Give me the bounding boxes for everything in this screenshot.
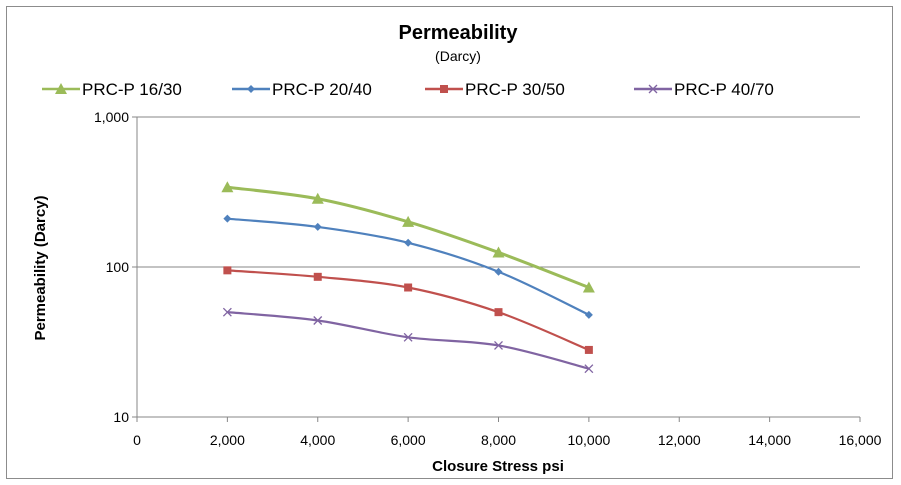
series-1 — [223, 214, 593, 319]
legend-marker-2 — [440, 85, 448, 93]
legend-label-3: PRC-P 40/70 — [674, 80, 774, 99]
series-2 — [223, 266, 593, 354]
y-tick-label-2: 1,000 — [94, 109, 129, 125]
legend-item-3: PRC-P 40/70 — [634, 80, 774, 99]
chart-title: Permeability — [399, 22, 519, 44]
series-0-point-0 — [221, 181, 234, 193]
x-tick-label-7: 14,000 — [748, 432, 791, 448]
series-2-point-0 — [223, 266, 232, 275]
series-1-point-0 — [223, 214, 232, 223]
series-3-point-2-b — [403, 332, 413, 342]
series-2-point-4 — [584, 345, 593, 354]
series-3-point-4 — [584, 364, 594, 374]
series-3-point-0 — [222, 307, 232, 317]
legend-item-0: PRC-P 16/30 — [42, 80, 182, 99]
legend-marker-3-b — [648, 84, 658, 94]
y-tick-label-0: 10 — [113, 409, 129, 425]
legend: PRC-P 16/30 PRC-P 20/40 PRC-P 30/50 PRC-P 4… — [42, 80, 774, 99]
legend-label-1: PRC-P 20/40 — [272, 80, 372, 99]
series-2-point-1 — [313, 272, 322, 281]
chart-frame — [6, 6, 893, 479]
x-tick-label-4: 8,000 — [481, 432, 516, 448]
series-3-point-2 — [403, 332, 413, 342]
series-3 — [222, 307, 594, 374]
series-1-point-4 — [584, 310, 593, 319]
legend-label-2: PRC-P 30/50 — [465, 80, 565, 99]
gridlines — [137, 116, 860, 418]
legend-marker-1 — [247, 85, 255, 93]
series-2-point-2 — [404, 283, 413, 292]
series-3-point-1-b — [313, 316, 323, 325]
legend-label-0: PRC-P 16/30 — [82, 80, 182, 99]
x-tick-label-8: 16,000 — [839, 432, 882, 448]
legend-item-1: PRC-P 20/40 — [232, 80, 372, 99]
legend-item-2: PRC-P 30/50 — [425, 80, 565, 99]
series-3-point-3 — [494, 340, 503, 350]
chart-subtitle: (Darcy) — [435, 48, 481, 64]
series-line-0 — [227, 185, 590, 289]
x-tick-label-2: 4,000 — [300, 432, 335, 448]
series-3-point-4-b — [584, 364, 594, 374]
x-tick-label-3: 6,000 — [391, 432, 426, 448]
x-tick-label-0: 0 — [133, 432, 141, 448]
x-tick-label-6: 12,000 — [658, 432, 701, 448]
series-3-point-0-b — [222, 307, 232, 317]
series-1-point-1 — [313, 222, 322, 231]
series-0-point-4 — [582, 281, 595, 293]
x-tick-label-1: 2,000 — [210, 432, 245, 448]
series-0 — [221, 181, 595, 293]
legend-marker-0 — [55, 83, 67, 94]
series-3-point-1 — [313, 316, 323, 325]
x-tick-label-5: 10,000 — [567, 432, 610, 448]
series-line-3 — [227, 311, 590, 370]
series-3-point-3-b — [494, 340, 503, 350]
x-axis-label: Closure Stress psi — [432, 458, 564, 475]
axes — [132, 116, 861, 422]
series-0-point-3 — [492, 246, 505, 258]
series-0-point-2 — [402, 215, 415, 227]
series-2-point-3 — [494, 308, 503, 317]
series-1-point-2 — [404, 238, 413, 247]
legend-marker-3 — [648, 84, 658, 94]
series-1-point-3 — [494, 267, 503, 276]
tick-labels: 10 100 1,000 0 2,000 4,000 6,000 8,000 10,000 12,… — [94, 109, 882, 448]
series-group — [221, 181, 595, 374]
y-tick-label-1: 100 — [106, 259, 130, 275]
series-0-point-1 — [311, 192, 324, 204]
y-axis-label: Permeability (Darcy) — [32, 195, 49, 340]
